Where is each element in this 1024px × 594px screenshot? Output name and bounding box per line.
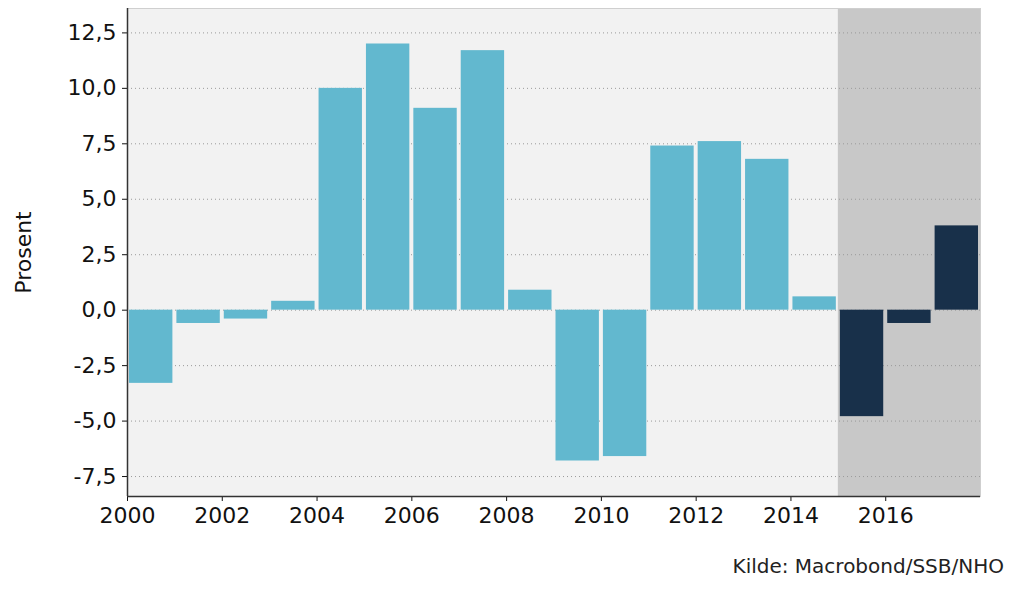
svg-text:-2,5: -2,5 [74, 353, 117, 378]
svg-text:5,0: 5,0 [82, 186, 117, 211]
svg-text:7,5: 7,5 [82, 131, 117, 156]
svg-text:2004: 2004 [289, 503, 345, 528]
svg-text:2012: 2012 [668, 503, 724, 528]
svg-text:-7,5: -7,5 [74, 464, 117, 489]
svg-text:2,5: 2,5 [82, 242, 117, 267]
svg-text:2000: 2000 [100, 503, 156, 528]
svg-text:2010: 2010 [573, 503, 629, 528]
svg-text:2016: 2016 [858, 503, 914, 528]
svg-text:2008: 2008 [479, 503, 535, 528]
svg-text:-5,0: -5,0 [74, 408, 117, 433]
svg-text:10,0: 10,0 [68, 75, 117, 100]
svg-text:12,5: 12,5 [68, 20, 117, 45]
svg-text:2014: 2014 [763, 503, 819, 528]
svg-text:2006: 2006 [384, 503, 440, 528]
svg-text:2002: 2002 [194, 503, 250, 528]
html-text:Kilde: Macrobond/SSB/NHO: Kilde: Macrobond/SSB/NHO [732, 554, 1004, 578]
svg-text:0,0: 0,0 [82, 297, 117, 322]
svg-text:Prosent: Prosent [11, 211, 36, 294]
